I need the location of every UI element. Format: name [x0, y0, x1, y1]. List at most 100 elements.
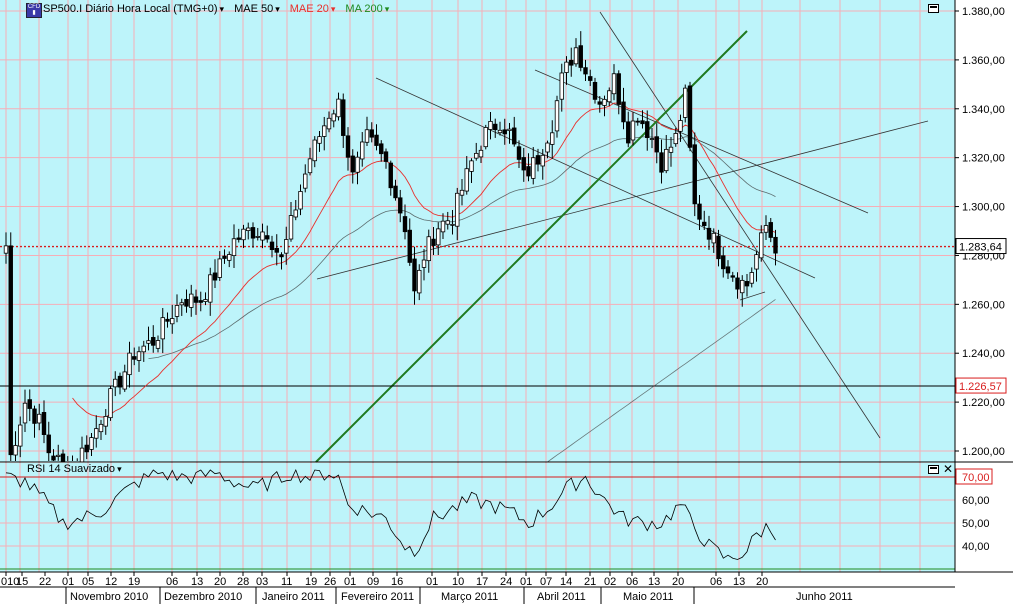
candle-body-up: [227, 254, 232, 261]
candle-body-down: [645, 121, 650, 139]
candle: [725, 260, 731, 280]
candle: [564, 56, 569, 85]
candle-body-up: [103, 416, 108, 427]
candle-body-down: [640, 120, 645, 125]
candle: [716, 229, 721, 267]
candle-body-down: [697, 203, 702, 220]
candle-body-up: [740, 279, 745, 294]
candle: [18, 416, 23, 458]
candle-body-up: [336, 98, 341, 118]
trendline-channel-c: [599, 11, 881, 439]
candle: [545, 140, 550, 159]
candle: [203, 292, 208, 306]
candle-body-down: [730, 275, 735, 278]
candle-body-down: [198, 300, 203, 303]
candle-body-down: [341, 99, 346, 136]
candle: [550, 120, 555, 159]
candle: [445, 211, 450, 230]
candle-body-down: [687, 85, 693, 148]
candle-body-down: [374, 134, 379, 146]
rsi-indicator-selector[interactable]: RSI 14 Suavizado: [27, 463, 122, 475]
symbol-selector[interactable]: SP500.I Diário Hora Local (TMG+0): [43, 3, 224, 15]
candle-body-up: [573, 47, 579, 65]
candle-body-up: [293, 209, 298, 218]
candle: [374, 124, 379, 151]
candle-body-down: [165, 318, 170, 322]
candle-body-up: [146, 340, 151, 344]
candle-body-down: [716, 235, 721, 260]
candle-body-up: [307, 158, 313, 174]
trendline-green-major: [315, 30, 748, 463]
candle: [127, 341, 132, 388]
candle: [174, 294, 180, 323]
candle-body-down: [222, 255, 227, 259]
candle-body-down: [583, 67, 588, 75]
candle: [664, 134, 669, 174]
candle: [683, 84, 688, 123]
candle: [94, 415, 99, 448]
candle: [464, 155, 469, 195]
candle: [3, 232, 9, 264]
candle: [279, 252, 284, 270]
candle: [13, 431, 18, 461]
candle-body-down: [46, 434, 51, 454]
candle-body-down: [393, 185, 398, 199]
candle-body-down: [659, 152, 664, 173]
candle-body-up: [94, 428, 99, 439]
indicator-mae50[interactable]: MAE 50: [234, 3, 280, 15]
candle: [697, 195, 702, 230]
candle: [450, 209, 455, 235]
rsi-header: RSI 14 Suavizado: [27, 463, 122, 475]
candle: [355, 151, 360, 185]
candle: [98, 419, 104, 441]
candle-body-down: [616, 73, 621, 105]
candle: [350, 149, 355, 184]
candle: [735, 272, 740, 299]
candle-body-up: [79, 447, 85, 463]
candle: [497, 121, 503, 136]
candle: [583, 59, 588, 82]
day-label: 01: [62, 576, 74, 588]
level-price-badge: 1.226,57: [955, 377, 1007, 394]
candle-body-up: [288, 215, 294, 240]
candle: [136, 346, 142, 372]
day-label: 26: [324, 576, 336, 588]
candle: [768, 217, 773, 243]
candle-body-down: [27, 399, 32, 409]
candle: [554, 95, 560, 138]
candle: [37, 403, 42, 431]
candle: [621, 87, 626, 130]
day-label: 15: [16, 576, 28, 588]
candle-body-up: [754, 254, 759, 270]
candle-body-down: [279, 254, 284, 258]
close-rsi-icon[interactable]: ✕: [943, 462, 954, 476]
candle-body-up: [298, 191, 303, 210]
rsi-level-label: 50,00: [962, 518, 990, 530]
candle-body-up: [22, 402, 28, 424]
day-label: 24: [500, 576, 512, 588]
maximize-main-button[interactable]: [928, 4, 939, 13]
candle: [146, 326, 151, 351]
candle: [22, 389, 28, 433]
current-price-box: [955, 238, 1007, 255]
candle: [331, 109, 336, 128]
indicator-mae20[interactable]: MAE 20: [290, 3, 336, 15]
candle-body-up: [545, 142, 550, 153]
indicator-ma200[interactable]: MA 200: [345, 3, 389, 15]
candle: [8, 232, 13, 461]
candle: [170, 304, 175, 334]
candle-body-down: [512, 127, 517, 145]
candle-body-up: [360, 141, 365, 160]
candle-body-down: [193, 296, 199, 303]
candle-body-up: [231, 238, 237, 257]
maximize-rsi-button[interactable]: [928, 465, 939, 474]
candle-body-up: [56, 454, 61, 457]
candle: [32, 405, 37, 438]
candle-body-up: [203, 299, 208, 302]
candle: [198, 291, 203, 312]
candle: [269, 235, 275, 258]
candle: [602, 95, 607, 117]
candle-body-up: [602, 98, 607, 106]
time-axis: [0, 572, 1013, 604]
